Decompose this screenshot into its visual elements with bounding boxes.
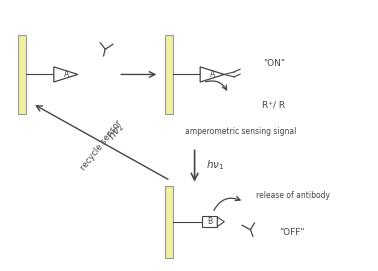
Text: R⁺/ R: R⁺/ R <box>262 101 285 109</box>
Text: "ON": "ON" <box>263 59 285 68</box>
Bar <box>18 35 26 114</box>
Text: "OFF": "OFF" <box>279 228 304 237</box>
Text: $h\nu_1$: $h\nu_1$ <box>206 158 224 172</box>
Text: amperometric sensing signal: amperometric sensing signal <box>186 127 297 136</box>
Polygon shape <box>200 67 224 82</box>
Text: B: B <box>207 217 212 226</box>
Polygon shape <box>217 217 225 227</box>
Bar <box>165 186 173 258</box>
Polygon shape <box>54 67 78 82</box>
Text: A: A <box>64 70 69 79</box>
Text: recycle sensor: recycle sensor <box>79 118 124 172</box>
Text: $h\nu_2$: $h\nu_2$ <box>105 120 127 143</box>
Bar <box>202 216 217 227</box>
Text: release of antibody: release of antibody <box>256 191 330 200</box>
Bar <box>165 35 173 114</box>
Text: A: A <box>210 70 215 79</box>
